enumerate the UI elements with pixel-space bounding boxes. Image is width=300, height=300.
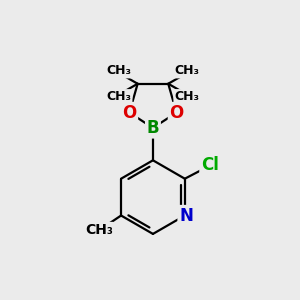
- Text: CH₃: CH₃: [85, 223, 113, 237]
- Text: CH₃: CH₃: [106, 90, 131, 104]
- Text: O: O: [169, 103, 184, 122]
- Text: N: N: [179, 206, 193, 224]
- Text: CH₃: CH₃: [175, 64, 200, 77]
- Text: CH₃: CH₃: [106, 64, 131, 77]
- Text: O: O: [122, 103, 136, 122]
- Text: CH₃: CH₃: [175, 90, 200, 104]
- Text: B: B: [147, 119, 159, 137]
- Text: Cl: Cl: [201, 157, 219, 175]
